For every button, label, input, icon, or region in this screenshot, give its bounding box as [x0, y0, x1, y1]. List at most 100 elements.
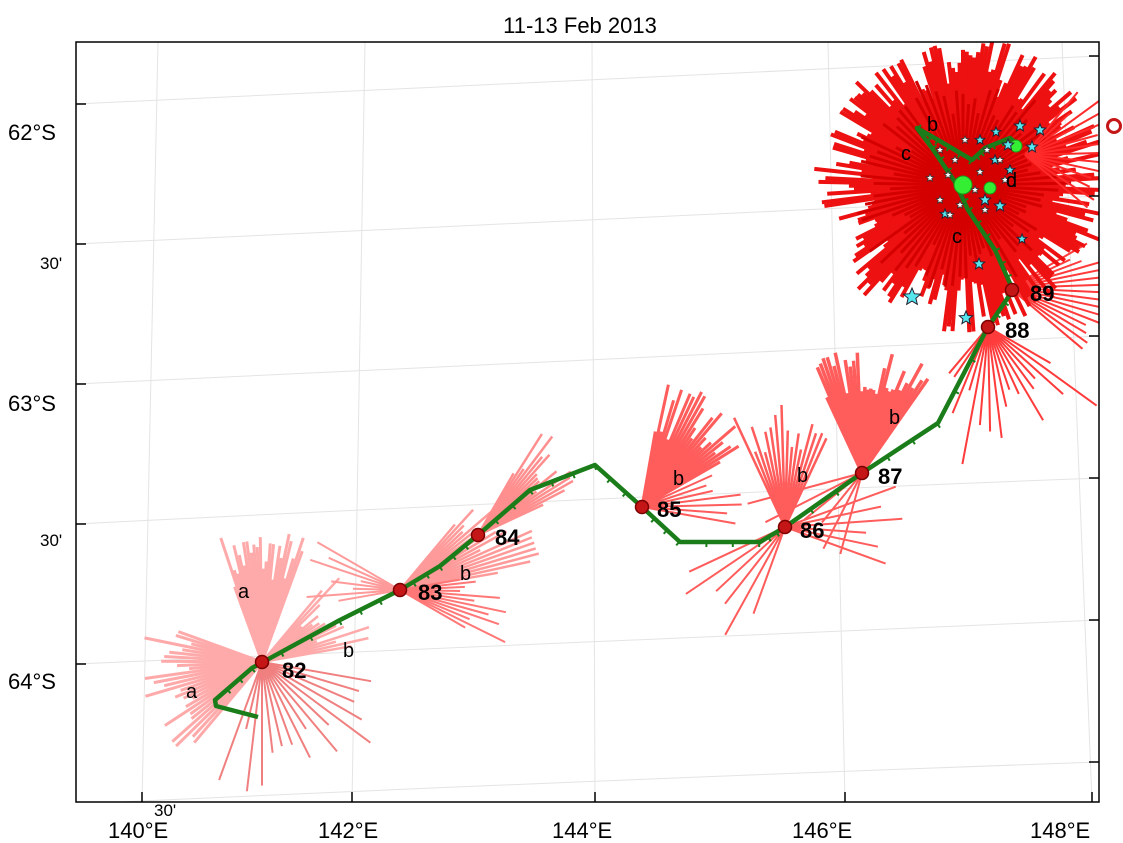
star-marker-small [982, 145, 992, 155]
sector-line-b [399, 589, 507, 614]
station-label-83: 83 [418, 580, 442, 605]
track-tick [226, 688, 232, 694]
track-tick [1000, 260, 1007, 265]
track-tick [662, 529, 668, 535]
sector-line [724, 526, 786, 636]
track-tick [1006, 273, 1013, 278]
lon-label-142e: 142°E [318, 818, 378, 843]
station-marker-87 [854, 465, 870, 481]
sector-line-a [260, 550, 304, 663]
track-tick [979, 151, 985, 157]
track-tick [775, 531, 780, 537]
lon-label-148e: 148°E [1030, 818, 1090, 843]
track-tick [967, 206, 973, 212]
star-marker [972, 256, 986, 270]
star-marker [989, 125, 1003, 138]
track-tick [945, 146, 951, 152]
star-marker [958, 309, 974, 325]
sector-line [784, 517, 903, 528]
sector-letter-c: c [901, 143, 911, 165]
sector-letter-a: a [186, 681, 198, 703]
track-tick [511, 504, 517, 510]
sector-line [987, 326, 1098, 407]
track-tick [280, 651, 285, 657]
star-marker [1003, 163, 1017, 176]
sector-line [1024, 151, 1099, 156]
star-marker [993, 198, 1007, 212]
star-marker-small [950, 155, 960, 165]
star-marker-small [943, 170, 953, 180]
sector-line [987, 326, 1020, 395]
track-tick [939, 155, 945, 161]
track-tick [494, 519, 500, 525]
track-tick [920, 131, 925, 137]
sector-line [822, 472, 863, 550]
sector-line [784, 526, 879, 548]
sector-letter-b: b [343, 640, 354, 662]
station-label-89: 89 [1030, 281, 1054, 306]
sector-line [1024, 99, 1099, 156]
track-tick [976, 219, 982, 225]
sector-line [821, 472, 863, 524]
sector-line [261, 661, 355, 703]
sector-letter-c: c [952, 226, 962, 248]
star-marker [1001, 137, 1015, 151]
track-tick [834, 490, 840, 497]
star-marker [978, 192, 992, 206]
track-tick [593, 464, 598, 471]
star-marker [1013, 118, 1027, 132]
sector-line [784, 505, 882, 528]
track-tick [358, 609, 363, 616]
track-line [212, 125, 1020, 720]
sector-line [987, 326, 1008, 407]
track-tick [425, 573, 430, 579]
green-position-marker [983, 181, 997, 195]
sector-line [331, 580, 401, 591]
sector-line [784, 485, 897, 528]
track-tick [451, 555, 457, 561]
sector-letter-c: c [1006, 170, 1016, 192]
star-marker [1015, 232, 1029, 245]
lat-label-62-30: 30' [40, 254, 62, 273]
track-tick [767, 536, 772, 542]
station-marker-offscreen [1106, 118, 1122, 134]
sector-line [839, 472, 863, 555]
track-tick [968, 159, 973, 165]
track-tick [970, 358, 976, 363]
ship-track [212, 124, 1023, 720]
sector-line-b [399, 589, 466, 629]
sector-line [987, 326, 1035, 390]
sector-line-b [399, 589, 500, 599]
map-title: 11-13 Feb 2013 [503, 13, 657, 38]
station-label-87: 87 [878, 464, 902, 489]
track-tick [412, 581, 417, 587]
track-tick [550, 481, 555, 487]
track-tick [1003, 301, 1010, 307]
star-marker [1033, 122, 1047, 136]
sector-line [987, 326, 1011, 391]
track-tick [378, 599, 383, 606]
sector-letter-d: d [1006, 170, 1017, 192]
track-tick [954, 390, 960, 395]
sector-line [261, 661, 338, 753]
track-tick [250, 667, 256, 673]
green-position-marker [953, 175, 973, 195]
sector-letter-b: b [927, 114, 938, 136]
sector-line [338, 589, 401, 602]
track-tick [985, 233, 991, 238]
sector-letter-b: b [797, 465, 808, 487]
star-marker [902, 286, 922, 306]
track-tick [975, 155, 981, 161]
sector-line-b [783, 437, 828, 528]
sector-line [1024, 154, 1095, 201]
sector-line [245, 661, 263, 730]
sector-line-b [641, 484, 707, 508]
track-tick [528, 489, 534, 495]
sector-line [1024, 112, 1099, 156]
latitude-labels: 62°S 30' 63°S 30' 64°S 30' [8, 120, 176, 820]
track-tick [927, 135, 932, 141]
sector-line [261, 661, 360, 693]
